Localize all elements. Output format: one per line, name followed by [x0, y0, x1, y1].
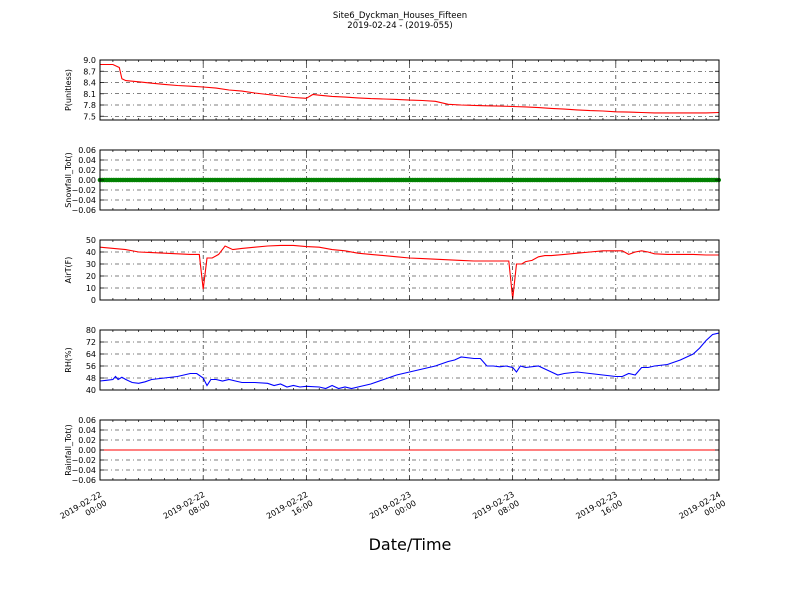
y-tick-label: 50 [86, 236, 96, 245]
panel-1: 7.5 7.8 8.1 8.4 8.7 9.0 P(unitless) [64, 56, 720, 121]
y-tick-label: 40 [86, 248, 96, 257]
y-tick-label: 0.02 [78, 166, 96, 175]
panel-2: −0.06−0.04−0.020.000.020.040.06 Snowfall_… [64, 146, 722, 215]
y-tick-label: 0.06 [78, 416, 96, 425]
y-tick-label: −0.02 [71, 456, 96, 465]
y-tick-label: 7.5 [83, 112, 96, 121]
y-tick-label: 48 [86, 374, 96, 383]
chart-title-line1: Site6_Dyckman_Houses_Fifteen [333, 11, 467, 21]
y-tick-label: 40 [86, 386, 96, 395]
y-tick-label: 10 [86, 284, 96, 293]
y-tick-label: −0.06 [71, 206, 96, 215]
panel-5: −0.06−0.04−0.020.000.020.040.06 Rainfall_… [64, 416, 720, 485]
y-axis-label-5: Rainfall_Tot() [64, 424, 73, 476]
chart-panels: 7.57.88.18.48.79.0P(unitless)−0.06−0.04−… [64, 56, 722, 485]
y-tick-label: 20 [86, 272, 96, 281]
y-axis-label-2: Snowfall_Tot() [64, 152, 73, 208]
y-tick-label: 0.04 [78, 426, 96, 435]
y-tick-label: −0.06 [71, 476, 96, 485]
y-tick-label: 7.8 [83, 101, 96, 110]
y-tick-label: 64 [86, 350, 96, 359]
y-tick-label: 8.7 [83, 67, 96, 76]
y-tick-label: 8.1 [83, 90, 96, 99]
series-line-3 [100, 244, 719, 299]
y-tick-label: 9.0 [83, 56, 96, 65]
panel-3: 0 10 20 30 40 50 AirT(F) [64, 236, 720, 305]
chart-title-line2: 2019-02-24 - (2019-055) [347, 21, 452, 31]
x-axis-label: Date/Time [369, 535, 452, 554]
y-axis-label-4: RH(%) [64, 347, 73, 372]
y-tick-label: 0.00 [78, 446, 96, 455]
y-tick-label: 80 [86, 326, 96, 335]
y-tick-label: 0.02 [78, 436, 96, 445]
y-tick-label: −0.02 [71, 186, 96, 195]
y-tick-label: 0.06 [78, 146, 96, 155]
y-tick-label: 72 [86, 338, 96, 347]
series-line-4 [100, 332, 719, 390]
y-tick-label: 56 [86, 362, 96, 371]
y-axis-label-3: AirT(F) [64, 257, 73, 284]
y-tick-label: −0.04 [71, 466, 96, 475]
panel-4: 40 48 56 64 72 80 RH(%) [64, 326, 720, 395]
series-line-1 [100, 63, 719, 114]
y-tick-label: 0.00 [78, 176, 96, 185]
y-tick-label: 0.04 [78, 156, 96, 165]
y-tick-label: −0.04 [71, 196, 96, 205]
y-tick-label: 8.4 [83, 79, 96, 88]
y-tick-label: 0 [91, 296, 96, 305]
y-axis-label-1: P(unitless) [64, 69, 73, 111]
y-tick-label: 30 [86, 260, 96, 269]
